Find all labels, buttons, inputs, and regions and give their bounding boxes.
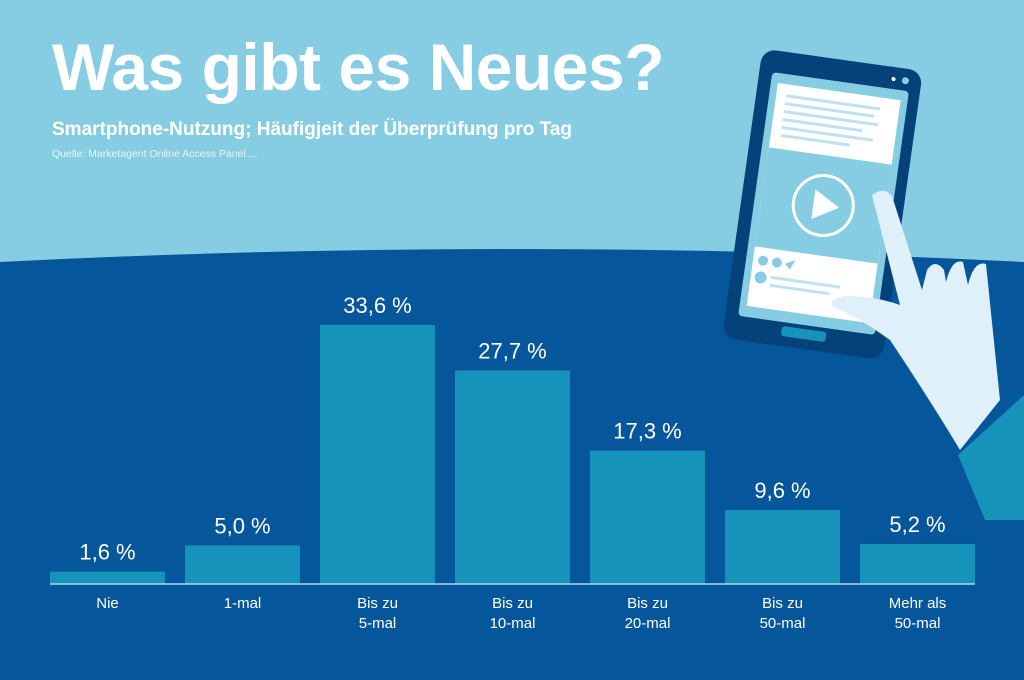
category-label: 50-mal	[895, 615, 941, 632]
text-line	[770, 275, 841, 289]
bar-value-label: 1,6 %	[79, 540, 135, 565]
bar-0	[50, 571, 165, 584]
avatar-dot	[754, 271, 767, 284]
bar-value-label: 17,3 %	[613, 419, 682, 444]
sleeve	[958, 395, 1024, 520]
text-line	[781, 125, 874, 142]
bar-5	[725, 510, 840, 584]
tablet-home-button	[781, 326, 827, 342]
text-line	[782, 118, 863, 133]
category-label: Bis zu	[492, 595, 533, 612]
text-line	[785, 94, 881, 111]
bar-4	[590, 450, 705, 584]
send-icon	[784, 260, 796, 270]
bar-value-label: 5,0 %	[214, 513, 270, 538]
category-label: 20-mal	[625, 615, 671, 632]
category-label: Bis zu	[357, 595, 398, 612]
source-note: Quelle: Marketagent Online Access Panel …	[52, 148, 258, 160]
text-line	[783, 110, 879, 127]
hand-icon	[831, 190, 1000, 450]
bar-6	[860, 543, 975, 584]
bar-value-label: 27,7 %	[478, 338, 547, 363]
category-label: 50-mal	[760, 615, 806, 632]
text-line	[769, 283, 830, 296]
camera-dot	[891, 77, 896, 82]
category-label: Bis zu	[627, 595, 668, 612]
bar-value-label: 33,6 %	[343, 293, 412, 318]
bar-3	[455, 370, 570, 584]
text-line	[780, 133, 851, 147]
page-title: Was gibt es Neues?	[52, 30, 665, 104]
category-label: 10-mal	[490, 615, 536, 632]
play-triangle	[811, 189, 840, 219]
category-label: Mehr als	[889, 595, 947, 612]
category-label: 5-mal	[359, 615, 397, 632]
play-icon	[791, 174, 855, 238]
bar-2	[320, 325, 435, 584]
tablet-illustration	[723, 50, 1024, 520]
category-label: Bis zu	[762, 595, 803, 612]
bar-value-label: 9,6 %	[754, 478, 810, 503]
camera-lens	[901, 77, 909, 85]
heart-icon	[758, 255, 769, 266]
category-label: Nie	[96, 595, 119, 612]
bar-1	[185, 545, 300, 584]
category-label: 1-mal	[224, 595, 262, 612]
text-line	[784, 102, 875, 118]
subtitle: Smartphone-Nutzung; Häufigjeit der Überp…	[52, 119, 573, 140]
comment-icon	[771, 257, 782, 268]
bar-value-label: 5,2 %	[889, 512, 945, 537]
